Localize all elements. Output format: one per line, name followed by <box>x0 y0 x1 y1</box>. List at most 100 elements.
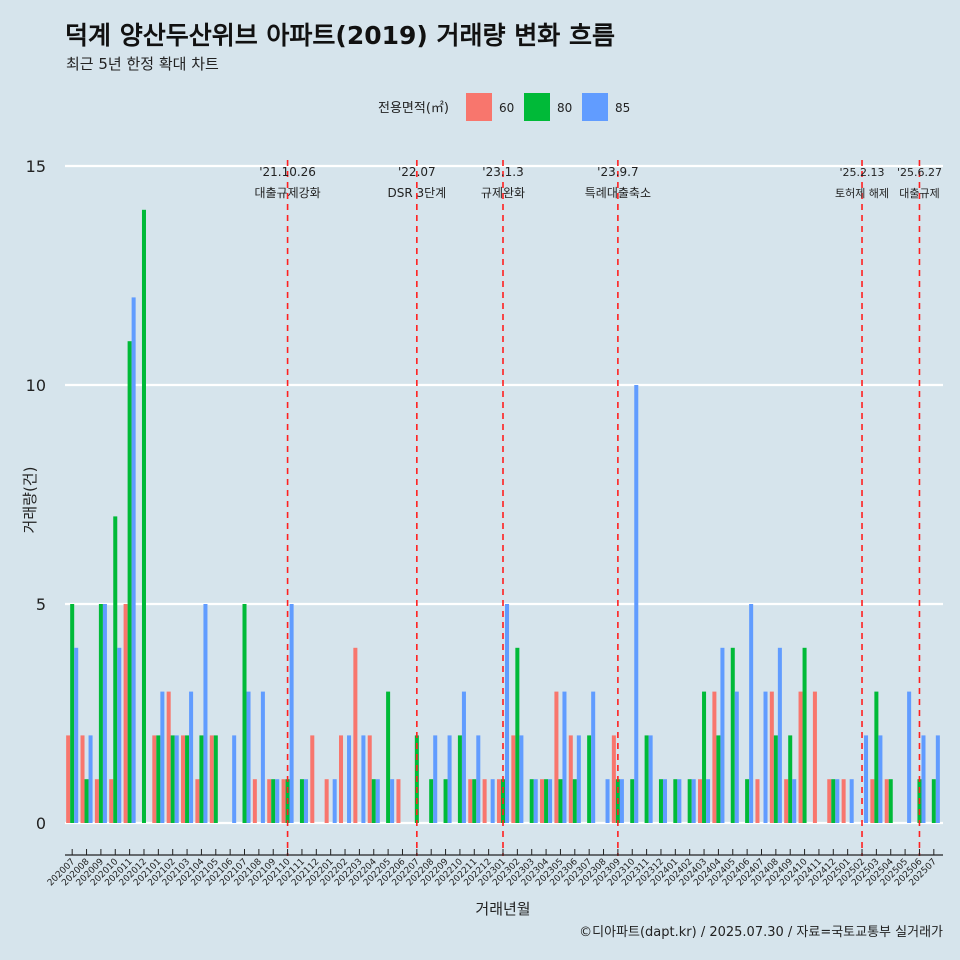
bar-85-202208 <box>433 735 438 823</box>
bar-80-202410 <box>802 647 807 823</box>
bar-80-202311 <box>644 735 649 823</box>
bar-85-202109 <box>275 779 280 823</box>
bar-85-202405 <box>734 691 739 823</box>
legend-swatch-60 <box>466 93 492 121</box>
y-tick-label: 0 <box>36 814 46 833</box>
bar-80-202304 <box>544 779 549 823</box>
bar-85-202304 <box>548 779 553 823</box>
bar-85-202502 <box>864 735 869 823</box>
bar-85-202507 <box>935 735 940 823</box>
event-label: DSR 3단계 <box>387 186 446 200</box>
legend-label-60: 60 <box>499 101 514 115</box>
bar-85-202409 <box>792 779 797 823</box>
bar-60-202302 <box>511 735 516 823</box>
bar-80-202105 <box>213 735 218 823</box>
bar-85-202307 <box>591 691 596 823</box>
bar-85-202009 <box>102 604 107 823</box>
bar-60-202009 <box>94 779 99 823</box>
bar-80-202009 <box>98 604 103 823</box>
bar-80-202412 <box>831 779 836 823</box>
bar-85-202101 <box>160 691 165 823</box>
y-axis-ticks: 0 5 10 15 <box>26 157 46 833</box>
bar-85-202301 <box>505 604 510 823</box>
bar-85-202204 <box>375 779 380 823</box>
bar-85-202401 <box>677 779 682 823</box>
bar-85-202303 <box>533 779 538 823</box>
legend-label-85: 85 <box>615 101 630 115</box>
bar-60-202504 <box>884 779 889 823</box>
bar-60-202203 <box>353 647 358 823</box>
bar-85-202008 <box>88 735 93 823</box>
bar-85-202310 <box>634 385 639 823</box>
bar-60-202104 <box>195 779 200 823</box>
bar-80-202409 <box>788 735 793 823</box>
bar-85-202501 <box>849 779 854 823</box>
bar-80-202305 <box>558 779 563 823</box>
bar-85-202010 <box>117 647 122 823</box>
event-date: '23.9.7 <box>597 165 638 179</box>
bar-60-202105 <box>209 735 214 823</box>
bar-60-202109 <box>267 779 272 823</box>
event-date: '25.6.27 <box>897 166 942 179</box>
bar-60-202305 <box>554 691 559 823</box>
bar-80-202402 <box>687 779 692 823</box>
bar-85-202503 <box>878 735 883 823</box>
bar-60-202206 <box>396 779 401 823</box>
bar-60-202306 <box>568 735 573 823</box>
bar-85-202203 <box>361 735 366 823</box>
event-date: '25.2.13 <box>840 166 885 179</box>
bar-60-202007 <box>66 735 71 823</box>
grid <box>65 164 943 825</box>
bar-85-202103 <box>189 691 194 823</box>
bar-80-202104 <box>199 735 204 823</box>
bar-85-202505 <box>907 691 912 823</box>
bar-80-202107 <box>242 604 247 823</box>
bar-60-202011 <box>123 604 128 823</box>
bar-60-202410 <box>798 691 803 823</box>
bar-60-202110 <box>281 779 286 823</box>
event-label: 규제완화 <box>481 186 525 200</box>
bar-80-202303 <box>529 779 534 823</box>
bar-80-202408 <box>773 735 778 823</box>
caption: ©디아파트(dapt.kr) / 2025.07.30 / 자료=국토교통부 실… <box>579 925 943 940</box>
bar-80-202012 <box>141 209 146 824</box>
bar-80-202111 <box>299 779 304 823</box>
bar-80-202307 <box>587 735 592 823</box>
bar-60-202204 <box>367 735 372 823</box>
bar-80-202101 <box>156 735 161 823</box>
y-axis-title: 거래량(건) <box>21 467 39 534</box>
bar-80-202302 <box>515 647 520 823</box>
bar-85-202102 <box>174 735 179 823</box>
bar-60-202102 <box>166 691 171 823</box>
bar-60-202407 <box>755 779 760 823</box>
bar-85-202408 <box>777 647 782 823</box>
y-tick-label: 5 <box>36 595 46 614</box>
bar-85-202212 <box>490 779 495 823</box>
bar-85-202201 <box>332 779 337 823</box>
bar-60-202412 <box>827 779 832 823</box>
bar-60-202101 <box>152 735 157 823</box>
bar-85-202210 <box>461 691 466 823</box>
bar-80-202306 <box>572 779 577 823</box>
bar-60-202309 <box>611 735 616 823</box>
bar-85-202106 <box>232 735 237 823</box>
bar-60-202411 <box>812 691 817 823</box>
x-axis: 2020072020082020092020102020112020122021… <box>46 849 943 888</box>
legend-label-80: 80 <box>557 101 572 115</box>
bar-60-202501 <box>841 779 846 823</box>
bar-80-202211 <box>472 779 477 823</box>
bar-85-202211 <box>476 735 481 823</box>
bar-85-202011 <box>131 297 136 823</box>
event-date: '23.1.3 <box>482 165 523 179</box>
bar-80-202011 <box>127 341 132 823</box>
bar-85-202406 <box>749 604 754 823</box>
chart-title: 덕계 양산두산위브 아파트(2019) 거래량 변화 흐름 <box>65 21 615 50</box>
bar-85-202104 <box>203 604 208 823</box>
bar-85-202108 <box>260 691 265 823</box>
bar-85-202407 <box>763 691 768 823</box>
bar-85-202312 <box>662 779 667 823</box>
bar-80-202204 <box>371 779 376 823</box>
bar-60-202408 <box>769 691 774 823</box>
chart-subtitle: 최근 5년 한정 확대 차트 <box>66 55 219 73</box>
bar-85-202007 <box>74 647 79 823</box>
